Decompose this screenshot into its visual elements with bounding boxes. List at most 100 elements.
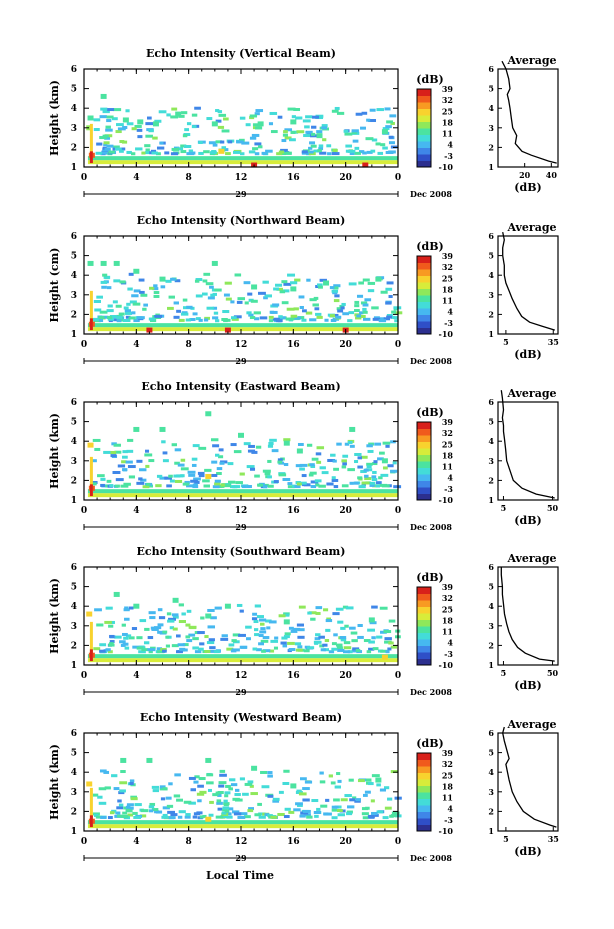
heatmap-cell [270,639,279,643]
heatmap-cell [263,296,268,300]
heatmap-cell [314,641,319,645]
heatmap-cell [329,314,336,318]
heatmap-cell [281,152,287,156]
heatmap-cell [362,793,368,797]
colorbar-tick-label: 32 [442,593,453,603]
heatmap-cell [157,608,163,612]
heatmap-cell [170,277,176,281]
heatmap-cell [233,450,242,454]
colorbar-tick-label: 25 [442,106,453,116]
heatmap-cell [239,777,245,781]
heatmap-cell [256,648,262,652]
heatmap-cell [362,278,370,282]
heatmap-cell [149,616,156,620]
heatmap-cell [258,812,266,816]
heatmap-cell [120,484,129,488]
heatmap-cell [185,635,191,639]
heatmap-cell [329,286,335,290]
heatmap-cell [367,449,374,453]
heatmap-cell [269,111,278,115]
heatmap-cell [273,646,279,650]
heatmap-cell [185,318,191,322]
heatmap-cell [212,793,219,797]
heatmap-cell [261,649,266,653]
heatmap-cell [227,807,234,811]
y-tick-label: 5 [71,418,77,428]
heatmap-cell [385,444,390,448]
heatmap-cell [222,806,230,810]
heatmap-cell [159,426,166,432]
heatmap-cell [175,111,182,117]
heatmap-cell [355,112,363,116]
heatmap-cell [141,648,149,652]
heatmap-cell [202,479,210,483]
heatmap-cell [261,785,270,789]
average-y-tick-label: 3 [488,123,494,133]
heatmap-cell [127,465,136,469]
colorbar-tick-label: 18 [442,615,454,625]
heatmap-cell [314,479,322,483]
heatmap-cell [223,117,229,121]
heatmap-cell [382,441,391,445]
heatmap-cell [202,814,207,818]
heatmap-cell [148,317,156,321]
heatmap-cell [198,151,204,155]
heatmap-cell [210,616,217,620]
x-tick-label: 12 [235,340,248,350]
heatmap-cell [306,152,312,156]
heatmap-cell [245,485,252,489]
heatmap-cell [273,480,279,484]
heatmap-cell [170,813,178,817]
heatmap-band-low [87,658,399,663]
heatmap-cell [156,146,165,150]
heatmap-cell [157,623,164,627]
x-tick-label: 20 [339,671,352,681]
heatmap-cell [368,617,375,623]
heatmap-cell [133,426,140,432]
heatmap-cell [349,426,356,432]
heatmap-cell [215,319,220,323]
heatmap-cell [177,815,183,819]
heatmap-cell [271,449,279,453]
average-title: Average [506,552,556,565]
heatmap-cell [311,125,317,129]
heatmap-cell [247,292,253,296]
heatmap-cell [376,635,383,639]
colorbar-segment [417,454,431,462]
heatmap-cell [256,615,264,619]
heatmap-cell [262,636,270,640]
average-y-tick-label: 2 [488,142,494,152]
heatmap-cell [100,280,108,284]
y-tick-label: 5 [71,252,77,262]
heatmap-cell [113,443,121,447]
heatmap-cell [249,116,255,120]
heatmap-cell [194,106,201,110]
heatmap-cell [106,119,112,123]
heatmap-cell [239,138,245,142]
colorbar-segment [417,811,431,819]
heatmap-cell [249,316,256,320]
heatmap-cell [218,448,224,452]
heatmap-cell [238,633,246,637]
heatmap-cells [87,411,402,498]
heatmap-cell [311,132,316,136]
heatmap-cells [87,260,403,333]
heatmap-cell [234,273,242,277]
heatmap-cell [204,649,211,653]
heatmap-cell [315,114,324,118]
heatmap-cell [205,282,214,286]
heatmap-cell [181,612,186,616]
heatmap-cell [359,311,364,315]
heatmap-cell [317,149,322,153]
heatmap-cell [300,811,309,815]
heatmap-cell [367,628,375,632]
heatmap-cell [366,462,373,466]
heatmap-cell [133,319,140,323]
heatmap-cell [109,642,114,646]
heatmap-cell [391,811,400,815]
heatmap-cell [105,648,111,652]
heatmap-cell [169,626,175,630]
day-label: 29 [235,687,247,697]
heatmap-cell [186,305,193,309]
heatmap-cell [127,813,134,817]
